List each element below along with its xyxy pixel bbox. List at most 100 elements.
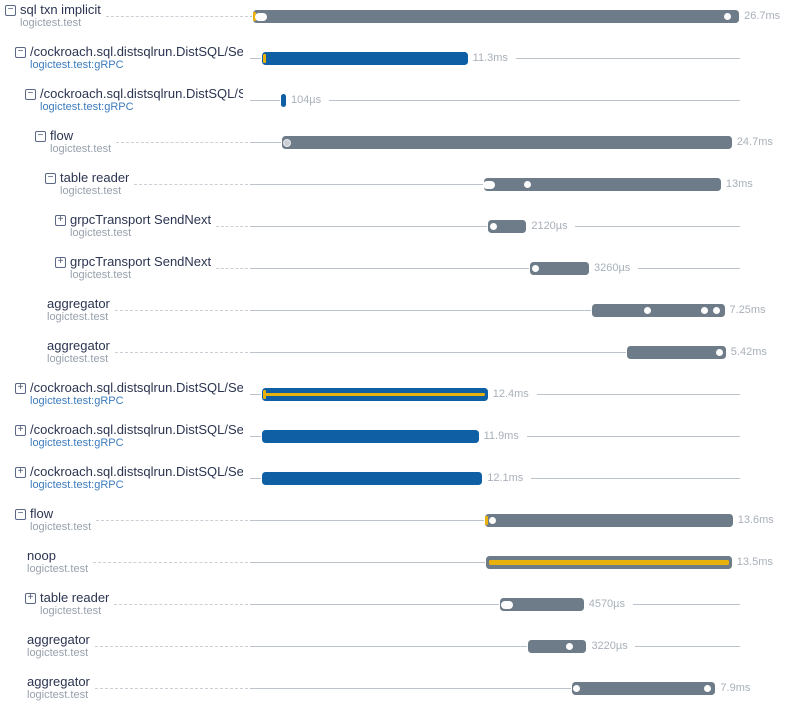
span-bar[interactable]: [281, 136, 732, 149]
span-bar[interactable]: [484, 178, 721, 191]
connector-line: [250, 310, 592, 311]
connector-line: [250, 16, 252, 17]
event-marker-pill[interactable]: [254, 12, 267, 21]
event-marker-pill[interactable]: [500, 600, 513, 609]
span-subtitle: logictest.test: [70, 269, 132, 281]
expand-icon[interactable]: +: [15, 467, 26, 478]
trace-row: + /cockroach.sql.distsqlrun.DistSQL/Set lo…: [0, 378, 786, 420]
duration-label: 13ms: [725, 178, 753, 190]
collapse-icon[interactable]: −: [5, 5, 16, 16]
span-label-cell: aggregator logictest.test: [0, 338, 250, 378]
expand-icon[interactable]: +: [55, 257, 66, 268]
event-marker-dot[interactable]: [573, 685, 581, 692]
expand-icon[interactable]: +: [15, 383, 26, 394]
timeline-cell: 3220µs: [250, 632, 786, 674]
event-marker-dot[interactable]: [703, 685, 711, 692]
span-bar[interactable]: [261, 52, 468, 65]
trace-row: + grpcTransport SendNext logictest.test 326…: [0, 252, 786, 294]
event-marker-dot[interactable]: [643, 307, 651, 314]
duration-label: 26.7ms: [744, 10, 781, 22]
event-marker-tick[interactable]: [262, 390, 266, 399]
span-bar[interactable]: [500, 598, 584, 611]
timeline-cell: 13.6ms: [250, 506, 786, 548]
event-marker-dot[interactable]: [488, 517, 496, 524]
connector-line: [250, 436, 261, 437]
span-names: grpcTransport SendNext logictest.test: [70, 212, 211, 239]
span-bar[interactable]: [627, 346, 726, 359]
event-marker-dot[interactable]: [723, 13, 731, 20]
span-label-cell: −/cockroach.sql.distsqlrun.DistSQL/S logi…: [0, 86, 250, 126]
span-title: noop: [27, 548, 56, 563]
duration-label: 3220µs: [591, 640, 628, 652]
event-marker-graydot[interactable]: [283, 138, 292, 147]
span-label-cell: + table reader logictest.test: [0, 590, 250, 630]
span-bar[interactable]: [252, 10, 740, 23]
leader-dashed-line: [114, 590, 248, 605]
span-title: /cockroach.sql.distsqlrun.DistSQL/Set: [30, 380, 243, 395]
span-bar[interactable]: [571, 682, 716, 695]
trace-row: − table reader logictest.test 13ms: [0, 168, 786, 210]
trace-row: − flow logictest.test 24.7ms: [0, 126, 786, 168]
span-subtitle: logictest.test: [27, 647, 89, 659]
span-bar[interactable]: [280, 94, 286, 107]
event-marker-tick[interactable]: [253, 12, 257, 21]
event-marker-dot[interactable]: [489, 223, 497, 230]
span-title: flow: [50, 128, 74, 143]
collapse-icon[interactable]: −: [45, 173, 56, 184]
span-bar[interactable]: [484, 514, 733, 527]
trace-row: − flow logictest.test 13.6ms: [0, 504, 786, 546]
duration-label: 2120µs: [531, 220, 568, 232]
span-label-cell: − flow logictest.test: [0, 506, 250, 546]
connector-line: [250, 352, 627, 353]
connector-line: [250, 100, 280, 101]
collapse-icon[interactable]: −: [25, 89, 36, 100]
connector-line: [250, 646, 527, 647]
event-marker-dot[interactable]: [716, 349, 724, 356]
timeline-cell: 3260µs: [250, 254, 786, 296]
event-marker-pill[interactable]: [482, 180, 495, 189]
duration-label: 12.1ms: [487, 472, 524, 484]
span-bar[interactable]: [261, 472, 483, 485]
timeline-cell: 26.7ms: [250, 2, 786, 44]
collapse-icon[interactable]: −: [35, 131, 46, 142]
span-bar[interactable]: [261, 430, 479, 443]
collapse-icon[interactable]: −: [15, 47, 26, 58]
trailing-line: [632, 604, 740, 605]
timeline-cell: 2120µs: [250, 212, 786, 254]
span-title: aggregator: [27, 674, 90, 689]
span-bar[interactable]: [487, 220, 527, 233]
span-label-cell: + grpcTransport SendNext logictest.test: [0, 212, 250, 252]
event-marker-tick[interactable]: [262, 54, 266, 63]
span-names: table reader logictest.test: [60, 170, 129, 197]
leader-dashed-line: [134, 170, 248, 185]
span-bar[interactable]: [527, 640, 587, 653]
span-subtitle: logictest.test: [60, 185, 122, 197]
event-marker-tick[interactable]: [485, 516, 489, 525]
connector-line: [250, 142, 281, 143]
span-bar[interactable]: [592, 304, 725, 317]
event-marker-dot[interactable]: [531, 265, 539, 272]
connector-line: [250, 58, 261, 59]
span-bar[interactable]: [529, 262, 589, 275]
span-title: grpcTransport SendNext: [70, 254, 212, 269]
span-title: aggregator: [47, 338, 110, 353]
event-marker-dot[interactable]: [700, 307, 708, 314]
timeline-cell: 7.25ms: [250, 296, 786, 338]
event-marker-dot[interactable]: [712, 307, 720, 314]
span-bar[interactable]: [485, 556, 732, 569]
yellow-stripe: [264, 392, 485, 396]
event-marker-dot[interactable]: [566, 643, 574, 650]
span-title: aggregator: [47, 296, 110, 311]
connector-line: [250, 562, 485, 563]
expand-icon[interactable]: +: [15, 425, 26, 436]
expand-icon[interactable]: +: [55, 215, 66, 226]
trailing-line: [531, 478, 740, 479]
expand-icon[interactable]: +: [25, 593, 36, 604]
collapse-icon[interactable]: −: [15, 509, 26, 520]
span-bar[interactable]: [261, 388, 488, 401]
span-title: flow: [30, 506, 54, 521]
span-title: grpcTransport SendNext: [70, 212, 212, 227]
span-names: table reader logictest.test: [40, 590, 109, 617]
span-subtitle: logictest.test:gRPC: [30, 59, 124, 71]
event-marker-dot[interactable]: [524, 181, 532, 188]
